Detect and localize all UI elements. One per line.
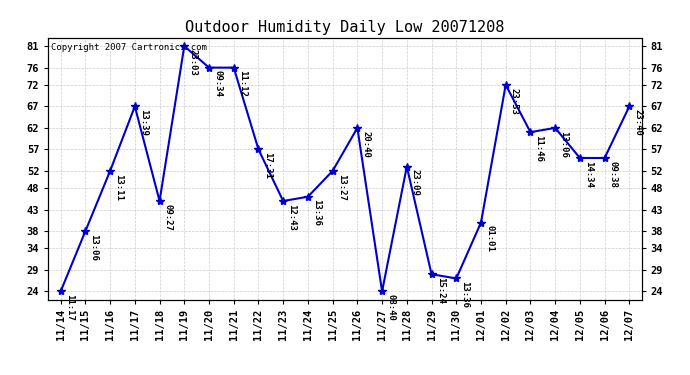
Title: Outdoor Humidity Daily Low 20071208: Outdoor Humidity Daily Low 20071208 bbox=[186, 20, 504, 35]
Text: 13:39: 13:39 bbox=[139, 109, 148, 136]
Text: 08:40: 08:40 bbox=[386, 294, 395, 321]
Text: 13:06: 13:06 bbox=[90, 234, 99, 261]
Text: 09:34: 09:34 bbox=[213, 70, 222, 97]
Text: 23:03: 23:03 bbox=[188, 49, 197, 76]
Text: 09:27: 09:27 bbox=[164, 204, 172, 231]
Text: Copyright 2007 Cartronics.com: Copyright 2007 Cartronics.com bbox=[51, 43, 207, 52]
Text: 23:40: 23:40 bbox=[633, 109, 642, 136]
Text: 11:46: 11:46 bbox=[535, 135, 544, 162]
Text: 15:24: 15:24 bbox=[435, 277, 444, 304]
Text: 12:43: 12:43 bbox=[287, 204, 296, 231]
Text: 13:36: 13:36 bbox=[312, 200, 321, 226]
Text: 13:06: 13:06 bbox=[560, 130, 569, 158]
Text: 17:31: 17:31 bbox=[263, 152, 272, 179]
Text: 11:17: 11:17 bbox=[65, 294, 74, 321]
Text: 13:36: 13:36 bbox=[460, 281, 469, 308]
Text: 23:53: 23:53 bbox=[510, 88, 519, 114]
Text: 13:27: 13:27 bbox=[337, 174, 346, 201]
Text: 13:11: 13:11 bbox=[115, 174, 124, 201]
Text: 09:38: 09:38 bbox=[609, 161, 618, 188]
Text: 23:09: 23:09 bbox=[411, 170, 420, 196]
Text: 11:12: 11:12 bbox=[238, 70, 247, 97]
Text: 20:40: 20:40 bbox=[362, 130, 371, 158]
Text: 01:01: 01:01 bbox=[485, 225, 494, 252]
Text: 14:34: 14:34 bbox=[584, 161, 593, 188]
